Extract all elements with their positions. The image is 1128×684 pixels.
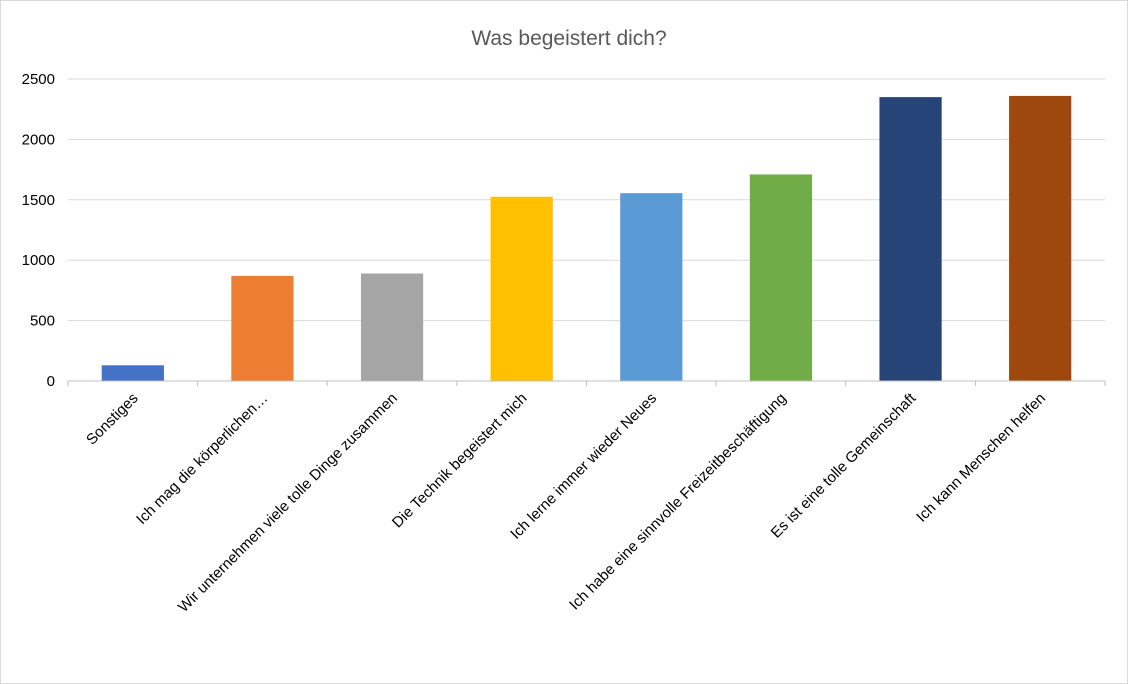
x-category-label: Wir unternehmen viele tolle Dinge zusamm… xyxy=(175,390,401,616)
x-category-label: Ich mag die körperlichen… xyxy=(133,390,271,528)
bar xyxy=(490,196,553,381)
x-category-label: Sonstiges xyxy=(83,390,142,449)
bar xyxy=(231,275,294,381)
bar xyxy=(620,193,683,381)
y-tick-label: 2000 xyxy=(22,131,55,148)
y-tick-label: 1000 xyxy=(22,252,55,269)
y-tick-label: 500 xyxy=(30,313,55,330)
y-tick-label: 0 xyxy=(47,373,55,390)
y-tick-label: 1500 xyxy=(22,192,55,209)
x-category-label: Es ist eine tolle Gemeinschaft xyxy=(768,389,920,541)
bar xyxy=(360,273,424,381)
bar xyxy=(749,174,813,381)
bar xyxy=(101,365,164,381)
x-category-label: Ich habe eine sinnvolle Freizeitbeschäft… xyxy=(566,390,790,614)
x-category-label: Ich kann Menschen helfen xyxy=(913,390,1049,526)
x-category-label: Ich lerne immer wieder Neues xyxy=(507,390,660,543)
axes xyxy=(67,380,1106,386)
chart-title: Was begeistert dich? xyxy=(471,27,666,50)
bar xyxy=(879,97,942,382)
x-category-label: Die Technik begeistert mich xyxy=(389,390,531,532)
bars xyxy=(101,95,1072,382)
y-tick-label: 2500 xyxy=(22,71,55,88)
bar xyxy=(1009,95,1072,382)
gridlines xyxy=(68,78,1105,322)
